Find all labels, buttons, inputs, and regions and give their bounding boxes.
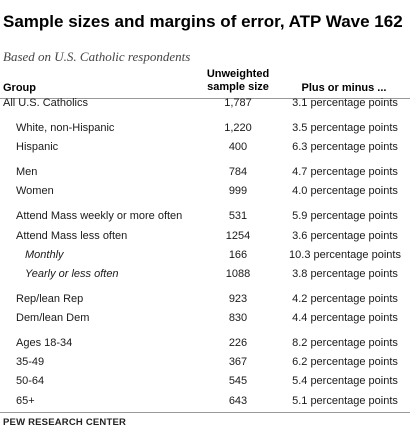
row-sample-size: 531	[228, 210, 248, 222]
row-sample-size: 784	[228, 166, 248, 178]
source-credit: PEW RESEARCH CENTER	[3, 417, 127, 428]
row-sample-size: 643	[228, 395, 248, 407]
row-margin-of-error: 3.5 percentage points	[292, 122, 398, 134]
row-sample-size: 1088	[225, 268, 251, 280]
row-margin-of-error: 10.3 percentage points	[289, 249, 401, 261]
row-margin-of-error: 4.4 percentage points	[292, 312, 398, 324]
footer-divider	[0, 412, 410, 413]
row-group-label: Attend Mass weekly or more often	[16, 210, 183, 222]
row-group-label: Dem/lean Dem	[16, 312, 90, 324]
page-subtitle: Based on U.S. Catholic respondents	[3, 49, 191, 64]
column-header-sample-size: Unweighted sample size	[198, 68, 278, 94]
table-row: Monthly 166 10.3 percentage points	[0, 246, 410, 264]
table-row: Dem/lean Dem 830 4.4 percentage points	[0, 309, 410, 327]
table-row: Rep/lean Rep 923 4.2 percentage points	[0, 290, 410, 308]
row-margin-of-error: 5.1 percentage points	[292, 395, 398, 407]
row-margin-of-error: 8.2 percentage points	[292, 337, 398, 349]
table-header: Group Unweighted sample size Plus or min…	[0, 68, 410, 98]
row-group-label: Monthly	[25, 249, 64, 261]
row-margin-of-error: 3.8 percentage points	[292, 268, 398, 280]
row-group-label: Women	[16, 185, 54, 197]
table-row: All U.S. Catholics 1,787 3.1 percentage po…	[0, 94, 410, 112]
table-row: Attend Mass weekly or more often 531 5.9 p…	[0, 207, 410, 225]
table-row: White, non-Hispanic 1,220 3.5 percentage p…	[0, 119, 410, 137]
row-margin-of-error: 3.1 percentage points	[292, 97, 398, 109]
row-group-label: 50-64	[16, 375, 45, 387]
row-sample-size: 166	[228, 249, 248, 261]
page-title: Sample sizes and margins of error, ATP W…	[3, 12, 403, 31]
row-sample-size: 545	[228, 375, 248, 387]
row-margin-of-error: 3.6 percentage points	[292, 230, 398, 242]
row-sample-size: 1,220	[224, 122, 252, 134]
row-group-label: Rep/lean Rep	[16, 293, 84, 305]
row-sample-size: 923	[228, 293, 248, 305]
column-header-margin-of-error: Plus or minus ...	[301, 82, 387, 94]
row-sample-size: 367	[228, 356, 248, 368]
row-group-label: 65+	[16, 395, 35, 407]
row-margin-of-error: 6.3 percentage points	[292, 141, 398, 153]
column-header-sample-size-line2: sample size	[207, 81, 269, 93]
row-group-label: 35-49	[16, 356, 45, 368]
table-row: 65+ 643 5.1 percentage points	[0, 392, 410, 410]
column-header-group: Group	[3, 82, 36, 94]
table-row: 35-49 367 6.2 percentage points	[0, 353, 410, 371]
table-row: Attend Mass less often 1254 3.6 percentage…	[0, 227, 410, 245]
row-group-label: Men	[16, 166, 38, 178]
row-sample-size: 830	[228, 312, 248, 324]
row-group-label: Yearly or less often	[25, 268, 119, 280]
row-group-label: All U.S. Catholics	[3, 97, 88, 109]
row-group-label: Ages 18-34	[16, 337, 73, 349]
table-body: All U.S. Catholics 1,787 3.1 percentage po…	[0, 94, 410, 410]
row-sample-size: 400	[228, 141, 248, 153]
row-sample-size: 226	[228, 337, 248, 349]
row-margin-of-error: 4.7 percentage points	[292, 166, 398, 178]
row-sample-size: 1254	[225, 230, 251, 242]
row-group-label: Attend Mass less often	[16, 230, 128, 242]
table-row: 50-64 545 5.4 percentage points	[0, 372, 410, 390]
row-sample-size: 1,787	[224, 97, 252, 109]
table-row: Hispanic 400 6.3 percentage points	[0, 138, 410, 156]
row-margin-of-error: 4.2 percentage points	[292, 293, 398, 305]
table-row: Ages 18-34 226 8.2 percentage points	[0, 334, 410, 352]
header-divider	[0, 98, 410, 99]
table-row: Women 999 4.0 percentage points	[0, 182, 410, 200]
table-row: Men 784 4.7 percentage points	[0, 163, 410, 181]
row-margin-of-error: 5.9 percentage points	[292, 210, 398, 222]
row-sample-size: 999	[228, 185, 248, 197]
row-margin-of-error: 4.0 percentage points	[292, 185, 398, 197]
table-row: Yearly or less often 1088 3.8 percentage p…	[0, 265, 410, 283]
row-margin-of-error: 5.4 percentage points	[292, 375, 398, 387]
row-group-label: White, non-Hispanic	[16, 122, 115, 134]
column-header-sample-size-line1: Unweighted	[206, 68, 270, 80]
row-margin-of-error: 6.2 percentage points	[292, 356, 398, 368]
row-group-label: Hispanic	[16, 141, 59, 153]
